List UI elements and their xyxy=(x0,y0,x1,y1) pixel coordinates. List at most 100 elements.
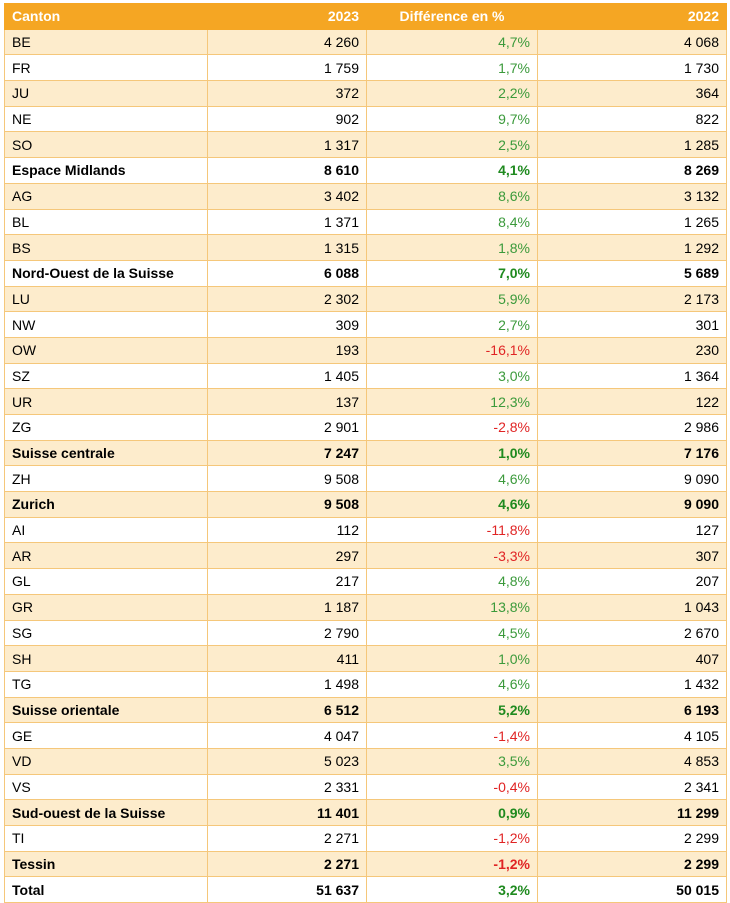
value-2022-cell: 307 xyxy=(537,542,727,570)
value-2023-cell: 309 xyxy=(207,311,367,338)
value-2022-cell: 11 299 xyxy=(537,799,727,826)
header-2022[interactable]: 2022 xyxy=(537,3,727,30)
difference-cell: 2,2% xyxy=(366,80,538,107)
value-2023-cell: 137 xyxy=(207,388,367,415)
canton-cell: AI xyxy=(4,516,208,544)
canton-cell: Espace Midlands xyxy=(4,157,208,184)
value-2023-cell: 217 xyxy=(207,568,367,595)
value-2023-cell: 1 187 xyxy=(207,593,367,621)
difference-cell: 7,0% xyxy=(366,259,538,287)
region-subtotal-row: Zurich 9 508 4,6% 9 090 xyxy=(4,491,727,518)
value-2022-cell: 1 285 xyxy=(537,131,727,159)
difference-cell: 1,0% xyxy=(366,645,538,672)
table-row: VD 5 023 3,5% 4 853 xyxy=(4,747,727,775)
canton-cell: Zurich xyxy=(4,491,208,518)
value-2022-cell: 4 105 xyxy=(537,722,727,749)
canton-cell: ZH xyxy=(4,465,208,493)
difference-cell: -1,2% xyxy=(366,850,538,878)
canton-cell: UR xyxy=(4,388,208,415)
table-row: LU 2 302 5,9% 2 173 xyxy=(4,285,727,313)
value-2023-cell: 1 498 xyxy=(207,670,367,698)
canton-cell: NW xyxy=(4,311,208,338)
value-2023-cell: 4 047 xyxy=(207,722,367,749)
canton-cell: BS xyxy=(4,234,208,261)
difference-cell: 0,9% xyxy=(366,799,538,826)
table-row: TG 1 498 4,6% 1 432 xyxy=(4,670,727,698)
header-canton[interactable]: Canton xyxy=(4,3,208,30)
table-row: TI 2 271 -1,2% 2 299 xyxy=(4,825,727,852)
value-2022-cell: 1 364 xyxy=(537,362,727,390)
value-2023-cell: 193 xyxy=(207,336,367,364)
canton-cell: AR xyxy=(4,542,208,570)
table-row: VS 2 331 -0,4% 2 341 xyxy=(4,773,727,801)
value-2023-cell: 411 xyxy=(207,645,367,672)
table-row: ZH 9 508 4,6% 9 090 xyxy=(4,465,727,493)
difference-cell: 5,2% xyxy=(366,696,538,724)
value-2023-cell: 902 xyxy=(207,105,367,133)
canton-comparison-table: Canton 2023 Différence en % 2022 BE 4 260… xyxy=(4,3,727,903)
value-2022-cell: 127 xyxy=(537,516,727,544)
value-2022-cell: 2 299 xyxy=(537,850,727,878)
value-2022-cell: 2 986 xyxy=(537,414,727,441)
difference-cell: -1,2% xyxy=(366,825,538,852)
canton-cell: VD xyxy=(4,747,208,775)
total-row: Total 51 637 3,2% 50 015 xyxy=(4,876,727,903)
value-2022-cell: 8 269 xyxy=(537,157,727,184)
value-2023-cell: 2 271 xyxy=(207,850,367,878)
value-2023-cell: 372 xyxy=(207,80,367,107)
value-2023-cell: 9 508 xyxy=(207,465,367,493)
table-row: NW 309 2,7% 301 xyxy=(4,311,727,338)
value-2022-cell: 1 432 xyxy=(537,670,727,698)
difference-cell: 8,4% xyxy=(366,208,538,236)
header-row: Canton 2023 Différence en % 2022 xyxy=(4,3,727,30)
header-difference[interactable]: Différence en % xyxy=(366,3,538,30)
table-row: UR 137 12,3% 122 xyxy=(4,388,727,415)
value-2022-cell: 301 xyxy=(537,311,727,338)
difference-cell: -3,3% xyxy=(366,542,538,570)
table-row: ZG 2 901 -2,8% 2 986 xyxy=(4,414,727,441)
value-2023-cell: 4 260 xyxy=(207,28,367,56)
canton-cell: TG xyxy=(4,670,208,698)
difference-cell: 5,9% xyxy=(366,285,538,313)
table-row: SZ 1 405 3,0% 1 364 xyxy=(4,362,727,390)
value-2022-cell: 1 730 xyxy=(537,54,727,82)
canton-cell: ZG xyxy=(4,414,208,441)
value-2022-cell: 5 689 xyxy=(537,259,727,287)
difference-cell: 1,8% xyxy=(366,234,538,261)
value-2023-cell: 5 023 xyxy=(207,747,367,775)
canton-cell: BE xyxy=(4,28,208,56)
value-2022-cell: 7 176 xyxy=(537,439,727,467)
table-row: FR 1 759 1,7% 1 730 xyxy=(4,54,727,82)
difference-cell: 4,5% xyxy=(366,619,538,647)
value-2022-cell: 2 341 xyxy=(537,773,727,801)
value-2022-cell: 6 193 xyxy=(537,696,727,724)
value-2022-cell: 3 132 xyxy=(537,182,727,210)
canton-cell: GE xyxy=(4,722,208,749)
canton-cell: VS xyxy=(4,773,208,801)
value-2023-cell: 112 xyxy=(207,516,367,544)
canton-cell: SH xyxy=(4,645,208,672)
header-2023[interactable]: 2023 xyxy=(207,3,367,30)
canton-cell: NE xyxy=(4,105,208,133)
region-subtotal-row: Nord-Ouest de la Suisse 6 088 7,0% 5 689 xyxy=(4,259,727,287)
canton-cell: Sud-ouest de la Suisse xyxy=(4,799,208,826)
difference-cell: 4,6% xyxy=(366,491,538,518)
canton-cell: GL xyxy=(4,568,208,595)
value-2022-cell: 9 090 xyxy=(537,465,727,493)
table-row: BS 1 315 1,8% 1 292 xyxy=(4,234,727,261)
total-2022: 50 015 xyxy=(537,876,727,903)
canton-cell: GR xyxy=(4,593,208,621)
canton-cell: OW xyxy=(4,336,208,364)
value-2022-cell: 2 173 xyxy=(537,285,727,313)
difference-cell: 9,7% xyxy=(366,105,538,133)
table-body: BE 4 260 4,7% 4 068 FR 1 759 1,7% 1 730 JU 372 2,2… xyxy=(4,28,727,878)
value-2022-cell: 4 853 xyxy=(537,747,727,775)
table-row: AI 112 -11,8% 127 xyxy=(4,516,727,544)
region-subtotal-row: Suisse centrale 7 247 1,0% 7 176 xyxy=(4,439,727,467)
canton-cell: SZ xyxy=(4,362,208,390)
table-row: AG 3 402 8,6% 3 132 xyxy=(4,182,727,210)
value-2023-cell: 297 xyxy=(207,542,367,570)
region-subtotal-row: Espace Midlands 8 610 4,1% 8 269 xyxy=(4,157,727,184)
difference-cell: 12,3% xyxy=(366,388,538,415)
value-2022-cell: 9 090 xyxy=(537,491,727,518)
